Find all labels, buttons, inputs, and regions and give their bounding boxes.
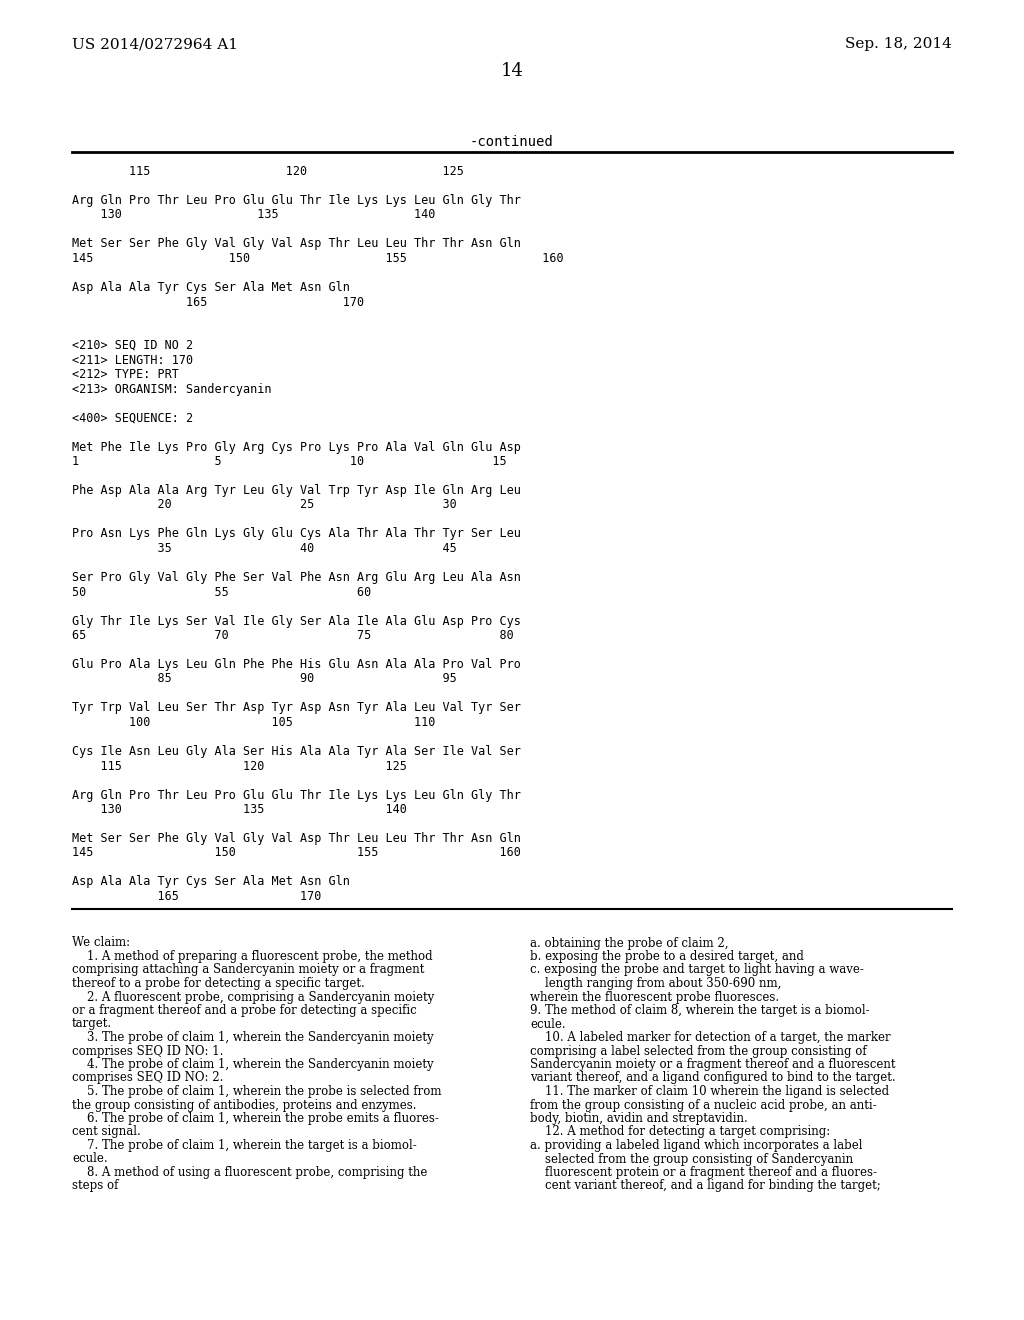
Text: 35                  40                  45: 35 40 45 — [72, 543, 457, 554]
Text: cent variant thereof, and a ligand for binding the target;: cent variant thereof, and a ligand for b… — [530, 1180, 881, 1192]
Text: c. exposing the probe and target to light having a wave-: c. exposing the probe and target to ligh… — [530, 964, 864, 977]
Text: a. providing a labeled ligand which incorporates a label: a. providing a labeled ligand which inco… — [530, 1139, 862, 1152]
Text: 20                  25                  30: 20 25 30 — [72, 499, 457, 511]
Text: Phe Asp Ala Ala Arg Tyr Leu Gly Val Trp Tyr Asp Ile Gln Arg Leu: Phe Asp Ala Ala Arg Tyr Leu Gly Val Trp … — [72, 484, 521, 498]
Text: 4. The probe of claim 1, wherein the Sandercyanin moiety: 4. The probe of claim 1, wherein the San… — [72, 1059, 433, 1071]
Text: b. exposing the probe to a desired target, and: b. exposing the probe to a desired targe… — [530, 950, 804, 964]
Text: ecule.: ecule. — [72, 1152, 108, 1166]
Text: 6. The probe of claim 1, wherein the probe emits a fluores-: 6. The probe of claim 1, wherein the pro… — [72, 1111, 439, 1125]
Text: Ser Pro Gly Val Gly Phe Ser Val Phe Asn Arg Glu Arg Leu Ala Asn: Ser Pro Gly Val Gly Phe Ser Val Phe Asn … — [72, 572, 521, 583]
Text: 145                   150                   155                   160: 145 150 155 160 — [72, 252, 563, 265]
Text: US 2014/0272964 A1: US 2014/0272964 A1 — [72, 37, 238, 51]
Text: or a fragment thereof and a probe for detecting a specific: or a fragment thereof and a probe for de… — [72, 1005, 417, 1016]
Text: 14: 14 — [501, 62, 523, 81]
Text: Sandercyanin moiety or a fragment thereof and a fluorescent: Sandercyanin moiety or a fragment thereo… — [530, 1059, 896, 1071]
Text: 50                  55                  60: 50 55 60 — [72, 586, 372, 598]
Text: 100                 105                 110: 100 105 110 — [72, 715, 435, 729]
Text: 145                 150                 155                 160: 145 150 155 160 — [72, 846, 521, 859]
Text: cent signal.: cent signal. — [72, 1126, 140, 1138]
Text: length ranging from about 350-690 nm,: length ranging from about 350-690 nm, — [530, 977, 781, 990]
Text: 12. A method for detecting a target comprising:: 12. A method for detecting a target comp… — [530, 1126, 830, 1138]
Text: comprises SEQ ID NO: 1.: comprises SEQ ID NO: 1. — [72, 1044, 223, 1057]
Text: 1                   5                  10                  15: 1 5 10 15 — [72, 455, 507, 469]
Text: Asp Ala Ala Tyr Cys Ser Ala Met Asn Gln: Asp Ala Ala Tyr Cys Ser Ala Met Asn Gln — [72, 281, 350, 294]
Text: 3. The probe of claim 1, wherein the Sandercyanin moiety: 3. The probe of claim 1, wherein the San… — [72, 1031, 433, 1044]
Text: <212> TYPE: PRT: <212> TYPE: PRT — [72, 368, 179, 381]
Text: 130                   135                   140: 130 135 140 — [72, 209, 435, 222]
Text: <213> ORGANISM: Sandercyanin: <213> ORGANISM: Sandercyanin — [72, 383, 271, 396]
Text: Met Ser Ser Phe Gly Val Gly Val Asp Thr Leu Leu Thr Thr Asn Gln: Met Ser Ser Phe Gly Val Gly Val Asp Thr … — [72, 238, 521, 251]
Text: <211> LENGTH: 170: <211> LENGTH: 170 — [72, 354, 194, 367]
Text: Tyr Trp Val Leu Ser Thr Asp Tyr Asp Asn Tyr Ala Leu Val Tyr Ser: Tyr Trp Val Leu Ser Thr Asp Tyr Asp Asn … — [72, 701, 521, 714]
Text: body, biotin, avidin and streptavidin.: body, biotin, avidin and streptavidin. — [530, 1111, 748, 1125]
Text: 115                 120                 125: 115 120 125 — [72, 759, 407, 772]
Text: <400> SEQUENCE: 2: <400> SEQUENCE: 2 — [72, 412, 194, 425]
Text: Gly Thr Ile Lys Ser Val Ile Gly Ser Ala Ile Ala Glu Asp Pro Cys: Gly Thr Ile Lys Ser Val Ile Gly Ser Ala … — [72, 615, 521, 627]
Text: comprises SEQ ID NO: 2.: comprises SEQ ID NO: 2. — [72, 1072, 223, 1085]
Text: fluorescent protein or a fragment thereof and a fluores-: fluorescent protein or a fragment thereo… — [530, 1166, 877, 1179]
Text: 5. The probe of claim 1, wherein the probe is selected from: 5. The probe of claim 1, wherein the pro… — [72, 1085, 441, 1098]
Text: steps of: steps of — [72, 1180, 119, 1192]
Text: Asp Ala Ala Tyr Cys Ser Ala Met Asn Gln: Asp Ala Ala Tyr Cys Ser Ala Met Asn Gln — [72, 875, 350, 888]
Text: 1. A method of preparing a fluorescent probe, the method: 1. A method of preparing a fluorescent p… — [72, 950, 432, 964]
Text: 7. The probe of claim 1, wherein the target is a biomol-: 7. The probe of claim 1, wherein the tar… — [72, 1139, 417, 1152]
Text: wherein the fluorescent probe fluoresces.: wherein the fluorescent probe fluoresces… — [530, 990, 779, 1003]
Text: <210> SEQ ID NO 2: <210> SEQ ID NO 2 — [72, 339, 194, 352]
Text: Met Ser Ser Phe Gly Val Gly Val Asp Thr Leu Leu Thr Thr Asn Gln: Met Ser Ser Phe Gly Val Gly Val Asp Thr … — [72, 832, 521, 845]
Text: thereof to a probe for detecting a specific target.: thereof to a probe for detecting a speci… — [72, 977, 365, 990]
Text: 165                 170: 165 170 — [72, 890, 322, 903]
Text: ecule.: ecule. — [530, 1018, 565, 1031]
Text: Arg Gln Pro Thr Leu Pro Glu Glu Thr Ile Lys Lys Leu Gln Gly Thr: Arg Gln Pro Thr Leu Pro Glu Glu Thr Ile … — [72, 194, 521, 207]
Text: target.: target. — [72, 1018, 112, 1031]
Text: comprising attaching a Sandercyanin moiety or a fragment: comprising attaching a Sandercyanin moie… — [72, 964, 424, 977]
Text: a. obtaining the probe of claim 2,: a. obtaining the probe of claim 2, — [530, 936, 728, 949]
Text: 115                   120                   125: 115 120 125 — [72, 165, 464, 178]
Text: 85                  90                  95: 85 90 95 — [72, 672, 457, 685]
Text: Met Phe Ile Lys Pro Gly Arg Cys Pro Lys Pro Ala Val Gln Glu Asp: Met Phe Ile Lys Pro Gly Arg Cys Pro Lys … — [72, 441, 521, 454]
Text: -continued: -continued — [470, 135, 554, 149]
Text: the group consisting of antibodies, proteins and enzymes.: the group consisting of antibodies, prot… — [72, 1098, 417, 1111]
Text: 2. A fluorescent probe, comprising a Sandercyanin moiety: 2. A fluorescent probe, comprising a San… — [72, 990, 434, 1003]
Text: Sep. 18, 2014: Sep. 18, 2014 — [845, 37, 952, 51]
Text: variant thereof, and a ligand configured to bind to the target.: variant thereof, and a ligand configured… — [530, 1072, 896, 1085]
Text: comprising a label selected from the group consisting of: comprising a label selected from the gro… — [530, 1044, 866, 1057]
Text: Cys Ile Asn Leu Gly Ala Ser His Ala Ala Tyr Ala Ser Ile Val Ser: Cys Ile Asn Leu Gly Ala Ser His Ala Ala … — [72, 744, 521, 758]
Text: Glu Pro Ala Lys Leu Gln Phe Phe His Glu Asn Ala Ala Pro Val Pro: Glu Pro Ala Lys Leu Gln Phe Phe His Glu … — [72, 657, 521, 671]
Text: 11. The marker of claim 10 wherein the ligand is selected: 11. The marker of claim 10 wherein the l… — [530, 1085, 889, 1098]
Text: Arg Gln Pro Thr Leu Pro Glu Glu Thr Ile Lys Lys Leu Gln Gly Thr: Arg Gln Pro Thr Leu Pro Glu Glu Thr Ile … — [72, 788, 521, 801]
Text: 165                   170: 165 170 — [72, 296, 365, 309]
Text: Pro Asn Lys Phe Gln Lys Gly Glu Cys Ala Thr Ala Thr Tyr Ser Leu: Pro Asn Lys Phe Gln Lys Gly Glu Cys Ala … — [72, 528, 521, 540]
Text: 8. A method of using a fluorescent probe, comprising the: 8. A method of using a fluorescent probe… — [72, 1166, 427, 1179]
Text: 65                  70                  75                  80: 65 70 75 80 — [72, 630, 514, 642]
Text: selected from the group consisting of Sandercyanin: selected from the group consisting of Sa… — [530, 1152, 853, 1166]
Text: We claim:: We claim: — [72, 936, 130, 949]
Text: 10. A labeled marker for detection of a target, the marker: 10. A labeled marker for detection of a … — [530, 1031, 891, 1044]
Text: 130                 135                 140: 130 135 140 — [72, 803, 407, 816]
Text: from the group consisting of a nucleic acid probe, an anti-: from the group consisting of a nucleic a… — [530, 1098, 877, 1111]
Text: 9. The method of claim 8, wherein the target is a biomol-: 9. The method of claim 8, wherein the ta… — [530, 1005, 869, 1016]
